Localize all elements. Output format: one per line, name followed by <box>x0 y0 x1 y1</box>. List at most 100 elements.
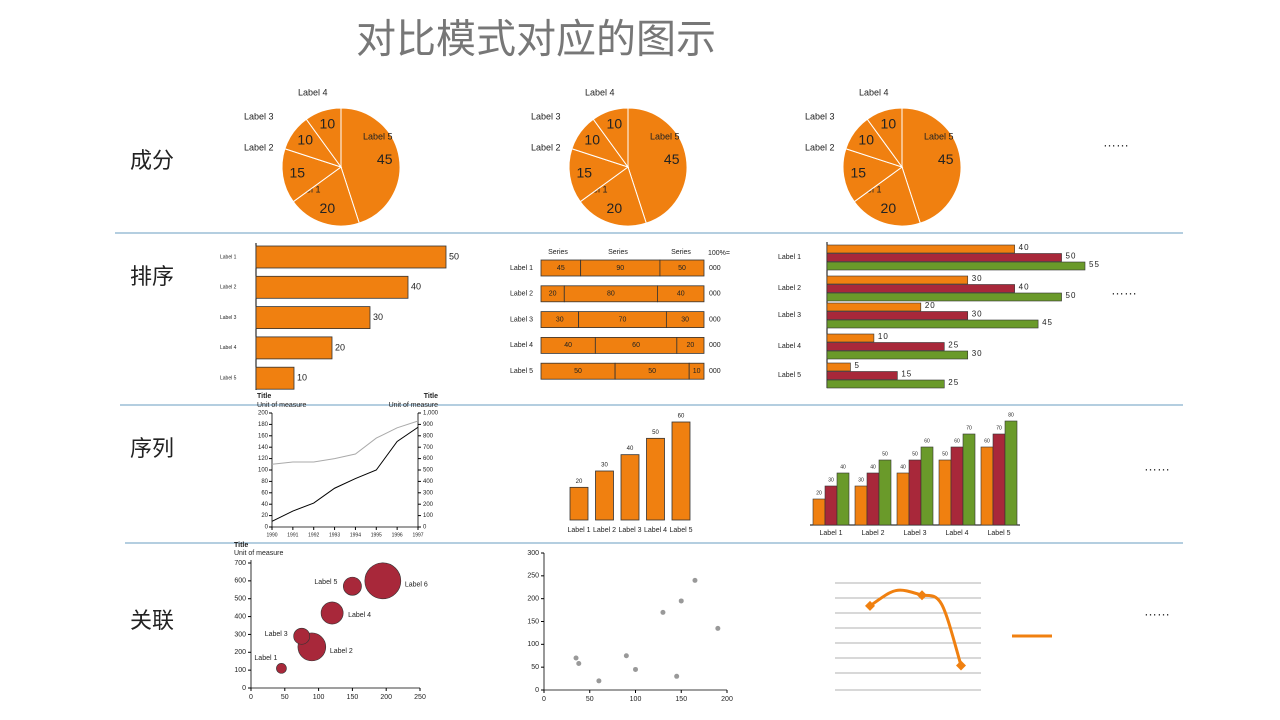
slice-label: Label 2 <box>531 142 561 152</box>
bar <box>255 336 333 360</box>
slice-value: 15 <box>290 165 306 181</box>
line-series <box>271 426 419 522</box>
axis-title: Title <box>257 393 271 400</box>
value-label: 80 <box>1008 412 1014 418</box>
curve-point <box>956 660 966 671</box>
value-label: 20 <box>576 479 583 485</box>
bar <box>671 421 691 521</box>
curve-point <box>865 600 875 611</box>
bar <box>896 472 910 526</box>
ellipsis: …… <box>1144 603 1170 618</box>
value-label: 30 <box>972 349 983 358</box>
y-tick-label: 0 <box>535 687 539 694</box>
bubble-label: Label 6 <box>405 582 428 589</box>
value-label: 20 <box>816 490 822 496</box>
total-label: 000 <box>709 368 721 375</box>
bar <box>826 371 898 380</box>
bubble-label: Label 2 <box>330 648 353 655</box>
segment-label: 20 <box>687 342 695 349</box>
x-tick-label: 1990 <box>266 532 277 538</box>
total-label: 000 <box>709 265 721 272</box>
category-label: Label 3 <box>510 316 533 323</box>
plot-frame <box>271 413 419 528</box>
bar <box>854 485 868 526</box>
slice-value: 15 <box>851 165 867 181</box>
y-tick-label: 20 <box>261 513 268 519</box>
slice-value: 10 <box>320 116 336 132</box>
value-label: 50 <box>912 451 918 457</box>
segment-label: 30 <box>556 316 564 323</box>
pie-slice <box>292 166 360 227</box>
bar <box>620 454 640 521</box>
bar <box>826 261 1086 271</box>
bar <box>826 275 969 285</box>
y2-tick-label: 500 <box>423 468 434 474</box>
value-label: 30 <box>601 463 608 469</box>
value-label: 30 <box>972 274 983 283</box>
slice-label: Label 2 <box>244 142 274 152</box>
axis-title: Unit of measure <box>389 402 439 409</box>
curve-point <box>917 590 927 601</box>
category-label: Label 1 <box>778 254 801 261</box>
total-label: 000 <box>709 316 721 323</box>
bar-segment <box>657 285 705 303</box>
bar <box>826 284 1015 293</box>
value-label: 40 <box>411 282 421 292</box>
category-label: Label 5 <box>988 530 1011 537</box>
slice-value: 20 <box>881 200 897 216</box>
slice-label: Label 2 <box>805 142 835 152</box>
value-label: 10 <box>297 373 307 383</box>
y2-tick-label: 300 <box>423 490 434 496</box>
category-label: Label 5 <box>670 527 693 534</box>
y-tick-label: 100 <box>234 667 246 674</box>
x-tick-label: 50 <box>281 694 289 701</box>
bar <box>878 459 892 526</box>
pie-slice <box>901 107 962 224</box>
point <box>573 655 579 661</box>
category-label: Label 2 <box>510 291 533 298</box>
bar <box>255 306 371 330</box>
bar <box>826 244 1015 254</box>
segment-label: 80 <box>607 291 615 298</box>
pie-slice <box>627 107 688 224</box>
x-tick-label: 200 <box>380 694 392 701</box>
x-tick-label: 150 <box>675 696 687 703</box>
value-label: 20 <box>925 301 936 310</box>
series-header: Series <box>608 249 628 256</box>
segment-label: 30 <box>681 316 689 323</box>
value-label: 30 <box>373 312 383 322</box>
x-tick-label: 100 <box>630 696 642 703</box>
y-tick-label: 60 <box>261 490 268 496</box>
slice-value: 10 <box>584 132 600 148</box>
series-header: Series <box>671 249 691 256</box>
bar <box>569 486 589 521</box>
y-tick-label: 0 <box>242 685 246 692</box>
y-tick-label: 400 <box>234 613 246 620</box>
value-label: 50 <box>1066 291 1077 300</box>
category-label: Label 1 <box>510 265 533 272</box>
value-label: 25 <box>948 341 959 350</box>
row-label: 关联 <box>130 608 174 633</box>
y-tick-label: 600 <box>234 578 246 585</box>
bar-segment <box>688 362 705 380</box>
value-label: 40 <box>627 446 634 452</box>
value-label: 60 <box>678 414 685 420</box>
slice-value: 20 <box>320 200 336 216</box>
value-label: 30 <box>972 310 983 319</box>
row-label: 排序 <box>130 264 174 289</box>
bar <box>826 350 969 360</box>
segment-label: 60 <box>632 342 640 349</box>
slice-label: Label 3 <box>531 111 561 121</box>
x-tick-label: 1995 <box>371 532 382 538</box>
bar <box>826 333 875 343</box>
value-label: 10 <box>878 332 889 341</box>
bar <box>908 459 922 526</box>
slide-title: 对比模式对应的图示 <box>356 18 716 62</box>
category-label: Label 3 <box>778 312 801 319</box>
pie-slice <box>579 166 647 227</box>
point <box>596 678 602 684</box>
x-tick-label: 0 <box>249 694 253 701</box>
bar <box>826 253 1062 262</box>
bar <box>938 459 952 526</box>
